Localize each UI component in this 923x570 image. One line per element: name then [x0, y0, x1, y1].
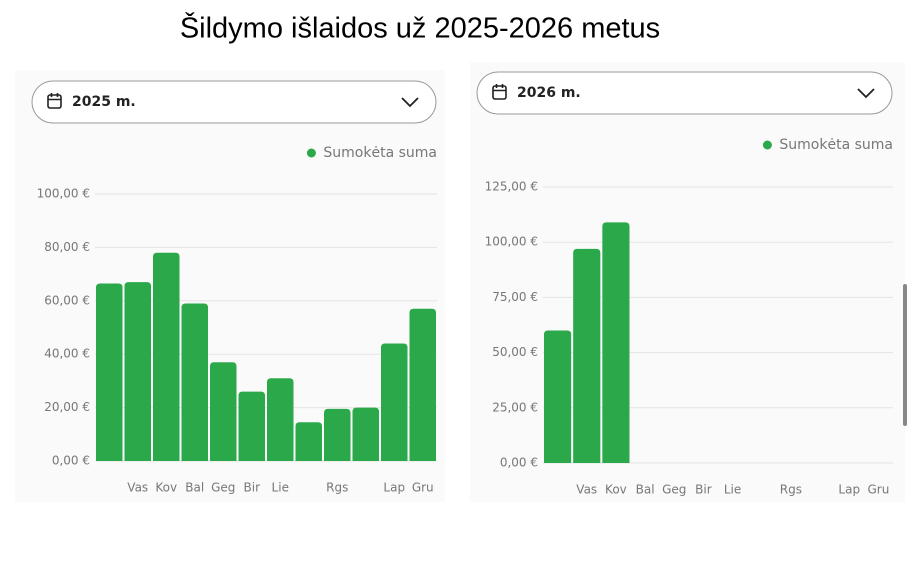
bar — [124, 282, 151, 461]
bar — [181, 303, 208, 461]
x-tick-label: Kov — [155, 481, 177, 495]
bar — [573, 248, 601, 463]
x-tick-label: Lie — [272, 481, 289, 495]
bar — [409, 308, 436, 461]
bar — [381, 343, 408, 461]
y-tick-label: 125,00 € — [485, 180, 538, 194]
x-tick-label: Lie — [724, 483, 741, 497]
x-tick-label: Lap — [838, 483, 860, 497]
year-dropdown[interactable] — [476, 71, 893, 115]
dropdown-value: 2026 m. — [517, 85, 581, 101]
y-tick-label: 0,00 € — [52, 454, 90, 468]
calendar-icon-detail — [493, 84, 506, 92]
bar — [153, 252, 180, 461]
bar — [238, 391, 265, 461]
bar — [210, 362, 237, 461]
legend-label: Sumokėta suma — [323, 145, 437, 161]
y-tick-label: 60,00 € — [44, 293, 90, 307]
y-tick-label: 100,00 € — [37, 187, 90, 201]
x-tick-label: Gru — [867, 483, 889, 497]
x-tick-label: Bir — [244, 481, 261, 495]
y-tick-label: 100,00 € — [485, 235, 538, 249]
y-tick-label: 40,00 € — [44, 347, 90, 361]
legend-marker — [762, 140, 772, 150]
chevron-down — [857, 88, 875, 99]
x-tick-label: Lap — [383, 481, 405, 495]
bar — [295, 422, 322, 461]
y-tick-label: 50,00 € — [492, 345, 538, 359]
bar — [544, 330, 572, 463]
x-tick-label: Rgs — [326, 481, 348, 495]
x-tick-label: Vas — [127, 481, 148, 495]
dropdown-value: 2025 m. — [72, 94, 136, 110]
x-tick-label: Geg — [662, 483, 686, 497]
x-tick-label: Kov — [605, 483, 627, 497]
y-tick-label: 25,00 € — [492, 400, 538, 414]
chevron-down — [401, 97, 419, 108]
legend-marker — [306, 148, 316, 158]
page-title: Šildymo išlaidos už 2025-2026 metus — [180, 11, 660, 45]
x-tick-label: Bal — [636, 483, 655, 497]
x-tick-label: Rgs — [780, 483, 802, 497]
bar — [267, 378, 294, 461]
y-tick-label: 80,00 € — [44, 240, 90, 254]
y-tick-label: 20,00 € — [44, 400, 90, 414]
scrollbar[interactable] — [903, 284, 907, 426]
x-tick-label: Bal — [185, 481, 204, 495]
bar — [602, 222, 630, 463]
x-tick-label: Geg — [211, 481, 235, 495]
y-tick-label: 0,00 € — [500, 456, 538, 470]
bar — [96, 283, 123, 461]
calendar-icon — [492, 85, 507, 100]
bar — [352, 407, 379, 461]
y-tick-label: 75,00 € — [492, 290, 538, 304]
x-tick-label: Gru — [412, 481, 434, 495]
bar — [324, 408, 351, 461]
year-dropdown[interactable] — [31, 80, 437, 124]
calendar-icon-detail — [48, 93, 61, 101]
legend-label: Sumokėta suma — [779, 137, 893, 153]
panel-right — [470, 62, 905, 502]
x-tick-label: Bir — [695, 483, 712, 497]
x-tick-label: Vas — [576, 483, 597, 497]
calendar-icon — [47, 94, 62, 109]
